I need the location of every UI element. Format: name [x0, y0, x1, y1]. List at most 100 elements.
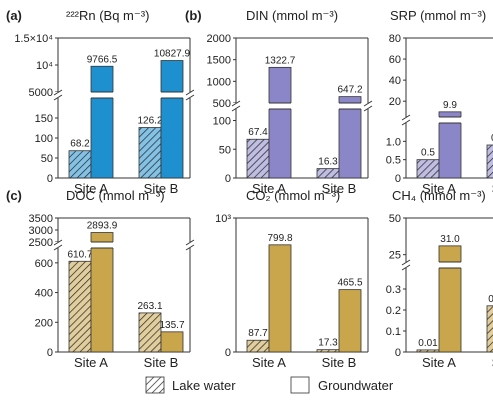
axis-break-gap: [364, 103, 372, 109]
bar: [160, 331, 184, 353]
y-tick-label: 0: [395, 173, 401, 185]
bar: [416, 349, 440, 353]
panel-2: (b) DIN (mmol m⁻³) 0 50 100 500 1000 1500 2000 67…: [185, 8, 373, 196]
panels: (a) ²²²Rn (Bq m⁻³)050100150500010⁴1.5×10⁴…: [6, 8, 493, 370]
y-tick-label: 150: [35, 113, 53, 125]
bar: [268, 66, 292, 179]
bar-value-label: 126.2: [137, 116, 162, 127]
y-tick-label: 500: [213, 98, 231, 110]
y-tick-label: 1000: [207, 76, 231, 88]
axis-break-gap: [54, 92, 62, 98]
y-tick-label: 3000: [29, 225, 53, 237]
panel-title: DOC (mmol m⁻³): [66, 188, 165, 203]
axis-break-mark: [363, 100, 373, 107]
y-tick-label: 50: [219, 144, 231, 156]
y-tick-label: 3500: [29, 213, 53, 225]
bar-break-gap: [438, 117, 462, 123]
bar-break-gap: [438, 262, 462, 268]
y-tick-label: 10⁴: [36, 60, 53, 72]
bar: [160, 60, 184, 179]
axis-break-mark: [231, 105, 241, 112]
bar: [486, 305, 493, 353]
bar-break-gap: [338, 103, 362, 109]
x-category-label: Site A: [74, 355, 108, 370]
y-tick-label: 100: [35, 133, 53, 145]
y-tick-label: 2000: [207, 33, 231, 45]
bar-value-label: 0.9: [491, 133, 493, 144]
x-category-label: Site B: [144, 355, 179, 370]
bar-value-label: 31.0: [440, 234, 460, 245]
axis-break-gap: [186, 242, 194, 248]
panel-title: DIN (mmol m⁻³): [246, 8, 338, 23]
y-tick-label: 0: [47, 173, 53, 185]
bar-value-label: 67.4: [248, 127, 268, 138]
y-tick-label: 0: [47, 347, 53, 359]
axis-break-gap: [54, 242, 62, 248]
axis-break-mark: [401, 259, 411, 266]
legend-label-groundwater: Groundwater: [318, 378, 394, 393]
bar: [438, 111, 462, 179]
bar: [316, 349, 340, 353]
axis-break-mark: [53, 94, 63, 101]
y-tick-label: 0.2: [386, 305, 401, 317]
y-tick-label: 200: [35, 317, 53, 329]
bar: [138, 312, 162, 353]
legend-label-lake-water: Lake water: [172, 378, 236, 393]
bar: [486, 144, 493, 179]
bar: [68, 150, 92, 179]
y-tick-label: 5000: [29, 87, 53, 99]
panel-6: CH₄ (mmol m⁻³) 0 0.1 0.2 0.3 25 50 0.01 31.0 Site…: [386, 188, 493, 370]
bar: [90, 65, 114, 179]
x-category-label: Site A: [252, 355, 286, 370]
bar-value-label: 465.5: [337, 278, 362, 289]
axis-break-gap: [232, 103, 240, 109]
axis-break-mark: [185, 244, 195, 251]
y-tick-label: 100: [213, 116, 231, 128]
bar-break-gap: [90, 92, 114, 98]
y-tick-label: 0.3: [386, 284, 401, 296]
bar-value-label: 9766.5: [87, 54, 118, 65]
y-tick-label: 0: [225, 347, 231, 359]
bar-value-label: 799.8: [267, 233, 292, 244]
bar: [138, 127, 162, 179]
bar: [338, 289, 362, 353]
y-tick-label: 1500: [207, 55, 231, 67]
y-tick-label: 25: [389, 250, 401, 262]
bar-value-label: 9.9: [443, 100, 457, 111]
panel-label: (b): [185, 8, 202, 23]
axis-break-mark: [185, 239, 195, 246]
axis-break-mark: [401, 119, 411, 126]
axis-break-mark: [185, 94, 195, 101]
y-tick-label: 10³: [215, 213, 231, 225]
axis-break-gap: [186, 92, 194, 98]
bar-value-label: 0.22: [488, 294, 493, 305]
axis-break-mark: [231, 100, 241, 107]
bar: [68, 260, 92, 353]
bar-value-label: 647.2: [337, 85, 362, 96]
panel-title: CH₄ (mmol m⁻³): [392, 188, 486, 203]
bar-value-label: 0.01: [418, 338, 438, 349]
bar: [316, 168, 340, 179]
axis-break-mark: [185, 89, 195, 96]
bar-value-label: 1322.7: [265, 55, 296, 66]
bar-value-label: 0.5: [421, 148, 435, 159]
bar: [246, 339, 270, 353]
x-category-label: Site A: [74, 181, 108, 196]
bar: [246, 138, 270, 179]
legend: Lake water Groundwater: [145, 376, 394, 394]
x-category-label: Site B: [322, 181, 357, 196]
bar-value-label: 17.3: [318, 338, 338, 349]
y-tick-label: 0.5: [386, 155, 401, 167]
bar-value-label: 87.7: [248, 328, 268, 339]
bar-value-label: 2893.9: [87, 221, 118, 232]
panel-1: (a) ²²²Rn (Bq m⁻³) 0 50 100 150 5000 10⁴ 1.5×10⁴…: [6, 8, 195, 196]
axis-break-gap: [402, 117, 410, 123]
bar: [268, 244, 292, 353]
axis-break-mark: [363, 105, 373, 112]
bar-value-label: 263.1: [137, 301, 162, 312]
bar: [438, 245, 462, 353]
bar-break-gap: [268, 103, 292, 109]
y-tick-label: 600: [35, 258, 53, 270]
bar-value-label: 135.7: [159, 320, 184, 331]
y-tick-label: 400: [35, 288, 53, 300]
